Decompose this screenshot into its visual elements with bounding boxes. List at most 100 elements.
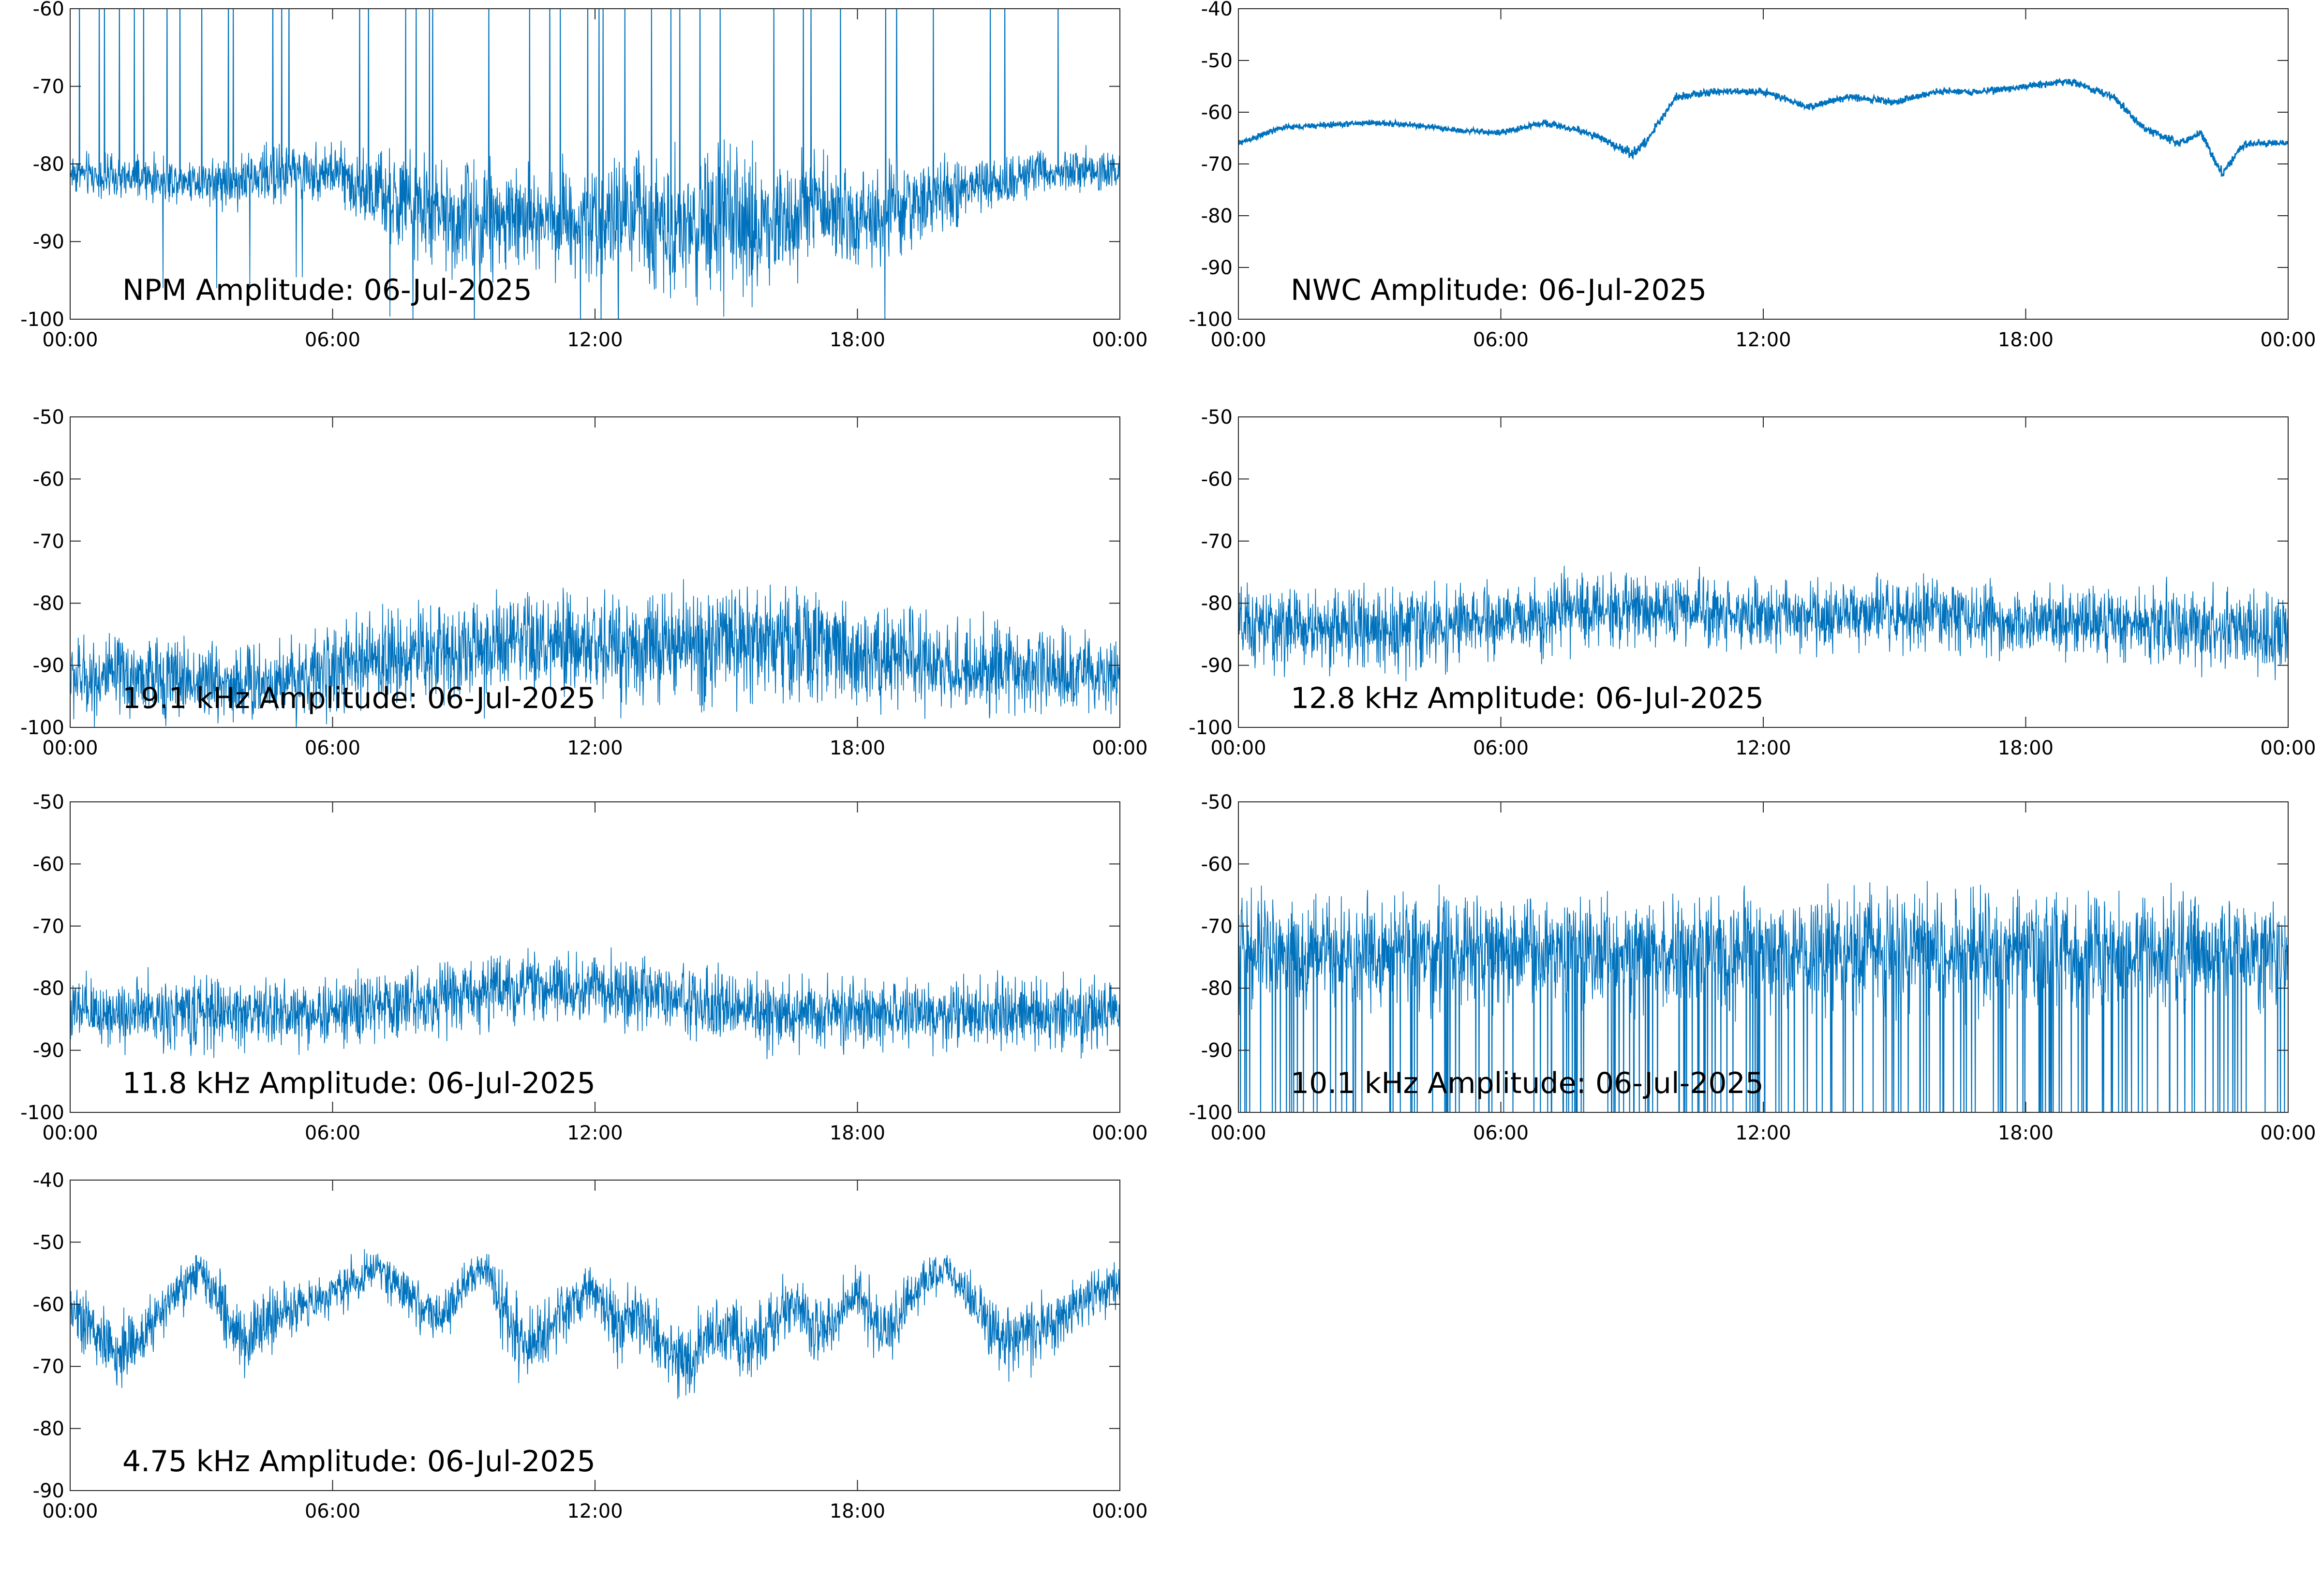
y-tick-label: -40 [1201,0,1233,20]
x-tick-label: 12:00 [567,737,623,759]
x-tick-label: 18:00 [1998,1122,2054,1144]
x-tick-label: 06:00 [305,1500,360,1522]
y-tick-label: -60 [33,853,64,875]
y-tick-label: -90 [1201,655,1233,677]
y-tick-label: -80 [33,592,64,615]
y-tick-label: -50 [33,406,64,429]
x-tick-label: 00:00 [42,1122,98,1144]
x-tick-label: 00:00 [1210,737,1266,759]
series-line [70,9,1120,319]
y-tick-label: -90 [33,231,64,253]
x-tick-label: 12:00 [1735,1122,1791,1144]
x-tick-label: 12:00 [567,329,623,351]
series-line [1238,565,2288,681]
y-tick-label: -50 [1201,50,1233,72]
y-tick-label: -80 [1201,592,1233,615]
x-tick-label: 18:00 [830,329,885,351]
y-tick-label: -70 [33,1356,64,1378]
y-tick-label: -70 [1201,916,1233,938]
x-tick-label: 00:00 [1210,1122,1266,1144]
x-tick-label: 00:00 [42,737,98,759]
y-tick-label: -60 [33,1294,64,1316]
y-tick-label: -90 [33,1480,64,1502]
y-tick-label: -50 [33,791,64,813]
x-tick-label: 06:00 [1473,1122,1529,1144]
x-tick-label: 00:00 [1092,1122,1147,1144]
series-line [70,579,1120,727]
x-tick-label: 00:00 [2260,1122,2316,1144]
y-tick-label: -100 [20,309,64,331]
chart-panel-2: 00:00 06:00 12:00 18:00 00:00 -40 -50 -60 -70 -80… [1189,0,2316,351]
y-tick-label: -70 [33,916,64,938]
x-tick-label: 00:00 [1210,329,1266,351]
y-tick-label: -100 [20,717,64,739]
x-tick-label: 00:00 [42,1500,98,1522]
y-tick-label: -50 [1201,406,1233,429]
y-tick-label: -100 [1189,309,1233,331]
y-tick-label: -70 [1201,153,1233,176]
y-tick-label: -50 [1201,791,1233,813]
series-line [70,947,1120,1059]
y-tick-label: -100 [20,1102,64,1124]
series-line [1238,881,2288,1112]
x-tick-label: 12:00 [1735,737,1791,759]
chart-panel-7: 00:00 06:00 12:00 18:00 00:00 -40 -50 -60 -70 -80… [33,1169,1148,1522]
x-tick-label: 06:00 [1473,737,1529,759]
x-tick-label: 00:00 [2260,329,2316,351]
x-tick-label: 18:00 [830,737,885,759]
y-tick-label: -100 [1189,717,1233,739]
y-tick-label: -80 [33,977,64,1000]
x-tick-label: 00:00 [1092,737,1147,759]
x-tick-label: 12:00 [1735,329,1791,351]
y-tick-label: -70 [33,531,64,553]
y-tick-label: -60 [33,0,64,20]
chart-title: 12.8 kHz Amplitude: 06-Jul-2025 [1291,681,1764,715]
chart-panel-3: 00:00 06:00 12:00 18:00 00:00 -50 -60 -70 -80 -90… [20,406,1147,759]
x-tick-label: 00:00 [2260,737,2316,759]
y-tick-label: -100 [1189,1102,1233,1124]
y-tick-label: -70 [1201,531,1233,553]
y-tick-label: -90 [33,1040,64,1062]
chart-title: NPM Amplitude: 06-Jul-2025 [122,273,532,307]
y-tick-label: -90 [33,655,64,677]
y-tick-label: -60 [1201,102,1233,124]
x-tick-label: 06:00 [305,737,360,759]
chart-title: NWC Amplitude: 06-Jul-2025 [1291,273,1707,307]
x-tick-label: 18:00 [830,1500,885,1522]
y-tick-label: -90 [1201,257,1233,279]
y-tick-label: -80 [1201,977,1233,1000]
x-tick-label: 12:00 [567,1500,623,1522]
x-tick-label: 06:00 [1473,329,1529,351]
series-line [70,1249,1120,1399]
x-tick-label: 18:00 [1998,737,2054,759]
chart-title: 10.1 kHz Amplitude: 06-Jul-2025 [1291,1066,1764,1100]
chart-title: 4.75 kHz Amplitude: 06-Jul-2025 [122,1445,595,1478]
x-tick-label: 06:00 [305,329,360,351]
y-tick-label: -80 [33,1418,64,1440]
y-tick-label: -70 [33,76,64,98]
series-line [1238,77,2288,177]
y-tick-label: -40 [33,1169,64,1192]
x-tick-label: 00:00 [1092,329,1147,351]
x-tick-label: 18:00 [1998,329,2054,351]
chart-panel-5: 00:00 06:00 12:00 18:00 00:00 -50 -60 -70 -80 -90… [20,791,1147,1144]
x-tick-label: 00:00 [42,329,98,351]
chart-panel-1: 00:00 06:00 12:00 18:00 00:00 -60 -70 -80 -90 -10… [20,0,1147,351]
x-tick-label: 06:00 [305,1122,360,1144]
chart-title: 19.1 kHz Amplitude: 06-Jul-2025 [122,681,595,715]
x-tick-label: 12:00 [567,1122,623,1144]
y-tick-label: -80 [33,153,64,176]
x-tick-label: 00:00 [1092,1500,1147,1522]
chart-panel-4: 00:00 06:00 12:00 18:00 00:00 -50 -60 -70 -80 -90… [1189,406,2316,759]
chart-panel-6: 00:00 06:00 12:00 18:00 00:00 -50 -60 -70 -80 -90… [1189,791,2316,1144]
y-tick-label: -60 [1201,853,1233,875]
y-tick-label: -60 [33,468,64,490]
y-tick-label: -60 [1201,468,1233,490]
y-tick-label: -50 [33,1231,64,1254]
x-tick-label: 18:00 [830,1122,885,1144]
y-tick-label: -80 [1201,205,1233,227]
y-tick-label: -90 [1201,1040,1233,1062]
chart-title: 11.8 kHz Amplitude: 06-Jul-2025 [122,1066,595,1100]
